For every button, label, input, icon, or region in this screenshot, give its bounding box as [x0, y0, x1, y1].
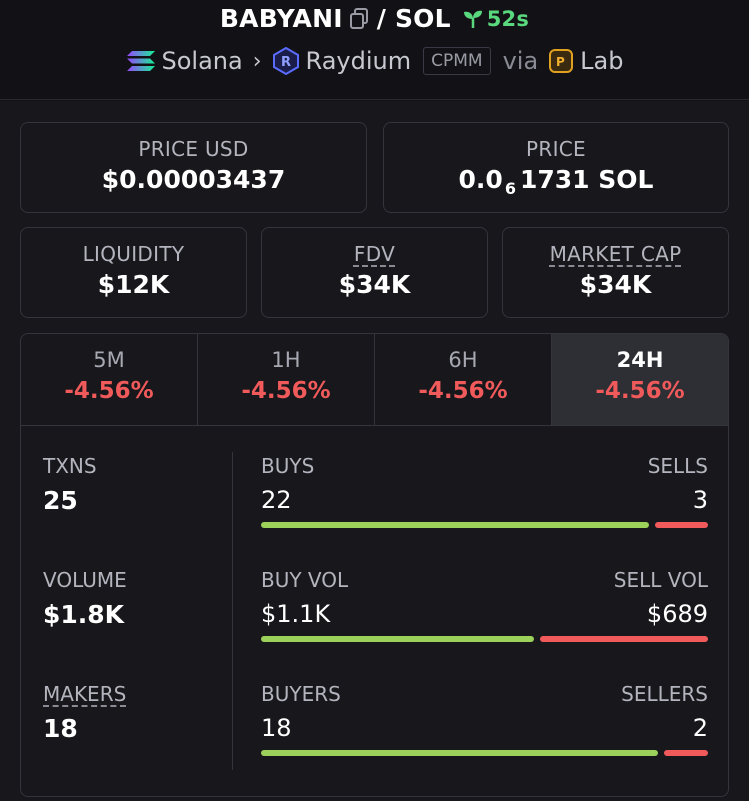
fdv-card[interactable]: FDV $34K [261, 227, 488, 318]
buy-fill [261, 636, 535, 642]
chevron-right-icon: › [252, 48, 262, 74]
dex-link[interactable]: Raydium [305, 47, 412, 75]
price-usd-card: PRICE USD $0.00003437 [20, 122, 367, 213]
price-suffix: 1731 SOL [519, 165, 654, 194]
price-usd-value: $0.00003437 [101, 165, 286, 194]
sells-value: 3 [692, 486, 708, 514]
pair-age-value: 52s [486, 6, 530, 31]
tab-1h[interactable]: 1H -4.56% [198, 334, 375, 425]
pair-title: BABYANI / SOL 52s [0, 4, 749, 33]
price-usd-label: PRICE USD [138, 137, 249, 161]
svg-text:R: R [281, 55, 291, 70]
chain-link[interactable]: Solana [161, 47, 243, 75]
price-prefix: 0.0 [458, 165, 503, 194]
fdv-label[interactable]: FDV [353, 242, 396, 266]
price-zero-count: 6 [504, 179, 516, 198]
makers-label[interactable]: MAKERS [43, 682, 127, 706]
buy-sell-volume-bar [261, 636, 708, 642]
tab-label: 24H [616, 348, 664, 372]
liquidity-value: $12K [97, 270, 170, 299]
price-native-value: 0.0 6 1731 SOL [384, 165, 728, 198]
buyers-sellers-bar [261, 750, 708, 756]
price-native-label: PRICE [526, 137, 586, 161]
sell-vol-value: $689 [646, 600, 708, 628]
buy-fill [261, 750, 658, 756]
buys-sells-bar [261, 522, 708, 528]
fdv-value: $34K [338, 270, 411, 299]
buy-fill [261, 522, 650, 528]
tab-change: -4.56% [241, 378, 331, 404]
liquidity-label: LIQUIDITY [82, 242, 185, 266]
launchpad-link[interactable]: Lab [580, 47, 624, 75]
buy-vol-label: BUY VOL [261, 568, 349, 592]
raydium-icon: R [272, 47, 300, 75]
volume-metric: VOLUME $1.8K [43, 568, 223, 629]
tab-6h[interactable]: 6H -4.56% [375, 334, 552, 425]
market-cap-value: $34K [579, 270, 652, 299]
txns-metric: TXNS 25 [43, 454, 223, 515]
quote-symbol: / SOL [376, 4, 451, 33]
pair-age: 52s [463, 7, 529, 31]
lab-icon: P [548, 48, 574, 74]
liquidity-card: LIQUIDITY $12K [20, 227, 247, 318]
volume-value: $1.8K [43, 600, 125, 629]
buy-vol-value: $1.1K [261, 600, 331, 628]
buys-sells-row: BUYS SELLS 22 3 [261, 454, 708, 528]
txns-value: 25 [43, 486, 78, 515]
tab-change: -4.56% [595, 378, 685, 404]
column-divider [232, 452, 233, 770]
sell-vol-label: SELL VOL [613, 568, 708, 592]
buyers-sellers-row: BUYERS SELLERS 18 2 [261, 682, 708, 756]
buyers-label: BUYERS [261, 682, 341, 706]
timeframe-stats: 5M -4.56% 1H -4.56% 6H -4.56% 24H -4.56%… [20, 333, 729, 797]
token-symbol: BABYANI [219, 4, 343, 33]
tab-label: 5M [93, 348, 125, 372]
market-cap-card[interactable]: MARKET CAP $34K [502, 227, 729, 318]
price-native-card: PRICE 0.0 6 1731 SOL [383, 122, 729, 213]
sellers-label: SELLERS [621, 682, 708, 706]
volume-label: VOLUME [43, 568, 127, 592]
tab-24h[interactable]: 24H -4.56% [552, 334, 728, 425]
tab-label: 1H [271, 348, 301, 372]
timeframe-tabs: 5M -4.56% 1H -4.56% 6H -4.56% 24H -4.56% [21, 334, 728, 426]
market-cap-label[interactable]: MARKET CAP [549, 242, 682, 266]
sellers-value: 2 [692, 714, 708, 742]
pool-type-badge: CPMM [423, 47, 491, 75]
buy-sell-volume-row: BUY VOL SELL VOL $1.1K $689 [261, 568, 708, 642]
copy-icon[interactable] [349, 7, 369, 30]
txns-label: TXNS [43, 454, 97, 478]
sell-fill [540, 636, 708, 642]
tab-label: 6H [448, 348, 478, 372]
makers-metric[interactable]: MAKERS 18 [43, 682, 223, 743]
solana-icon [126, 49, 156, 73]
tab-change: -4.56% [418, 378, 508, 404]
buys-label: BUYS [261, 454, 315, 478]
pair-header: BABYANI / SOL 52s Solana › R Raydium CPM… [0, 0, 749, 100]
makers-value: 18 [43, 714, 78, 743]
via-text: via [502, 47, 539, 75]
pair-breadcrumb: Solana › R Raydium CPMM via P Lab [0, 47, 749, 75]
svg-text:P: P [556, 55, 565, 69]
sell-fill [655, 522, 708, 528]
tab-change: -4.56% [64, 378, 154, 404]
sell-fill [663, 750, 708, 756]
tab-5m[interactable]: 5M -4.56% [21, 334, 198, 425]
sells-label: SELLS [647, 454, 708, 478]
buyers-value: 18 [261, 714, 292, 742]
sprout-icon [463, 10, 482, 28]
buys-value: 22 [261, 486, 292, 514]
